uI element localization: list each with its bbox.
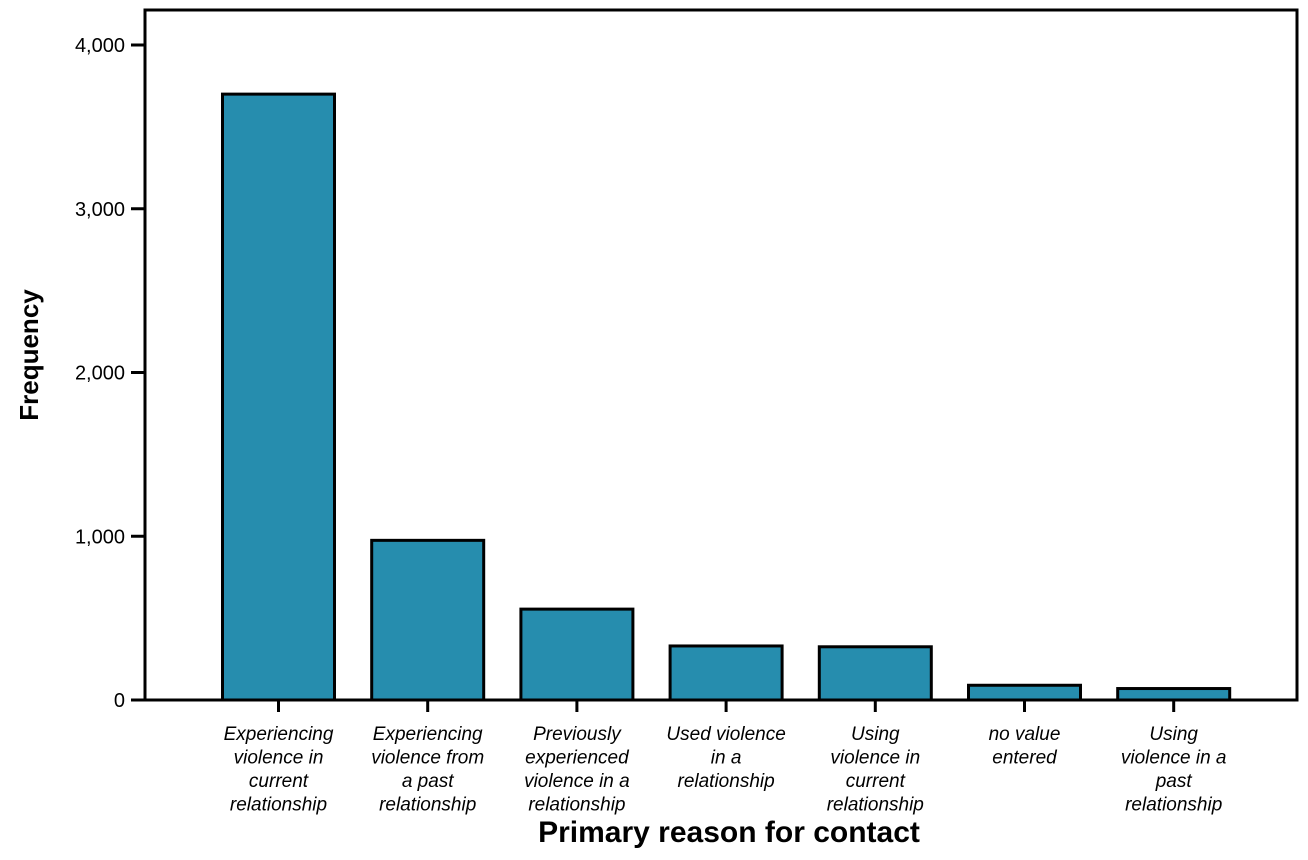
x-tick-label: no value entered <box>989 724 1061 769</box>
x-tick-label: Using violence in a past relationship <box>1121 724 1227 816</box>
bar <box>519 607 635 702</box>
y-tick-label: 3,000 <box>75 199 125 221</box>
bar <box>817 645 933 702</box>
x-axis-title: Primary reason for contact <box>538 816 920 849</box>
x-tick-label: Experiencing violence from a past relations… <box>371 724 484 816</box>
x-tick-label: Used violence in a relationship <box>666 724 785 792</box>
x-tick-label: Experiencing violence in current relationsh… <box>224 724 334 816</box>
bar <box>668 644 784 702</box>
bar <box>967 683 1082 702</box>
x-tick-label: Using violence in current relationship <box>827 724 924 816</box>
y-tick-label: 2,000 <box>75 363 125 385</box>
y-axis-title: Frequency <box>14 289 44 421</box>
bar <box>1116 687 1232 702</box>
bars <box>221 92 1232 702</box>
bar <box>370 538 486 702</box>
y-axis: 0 1,000 2,000 3,000 4,000 <box>75 35 145 712</box>
y-tick-label: 1,000 <box>75 526 125 548</box>
x-axis: Experiencing violence in current relationsh… <box>224 700 1227 816</box>
y-tick-label: 0 <box>114 690 125 712</box>
x-tick-label: Previously experienced violence in a relati… <box>524 724 630 816</box>
y-tick-label: 4,000 <box>75 35 125 57</box>
bar <box>221 92 336 702</box>
